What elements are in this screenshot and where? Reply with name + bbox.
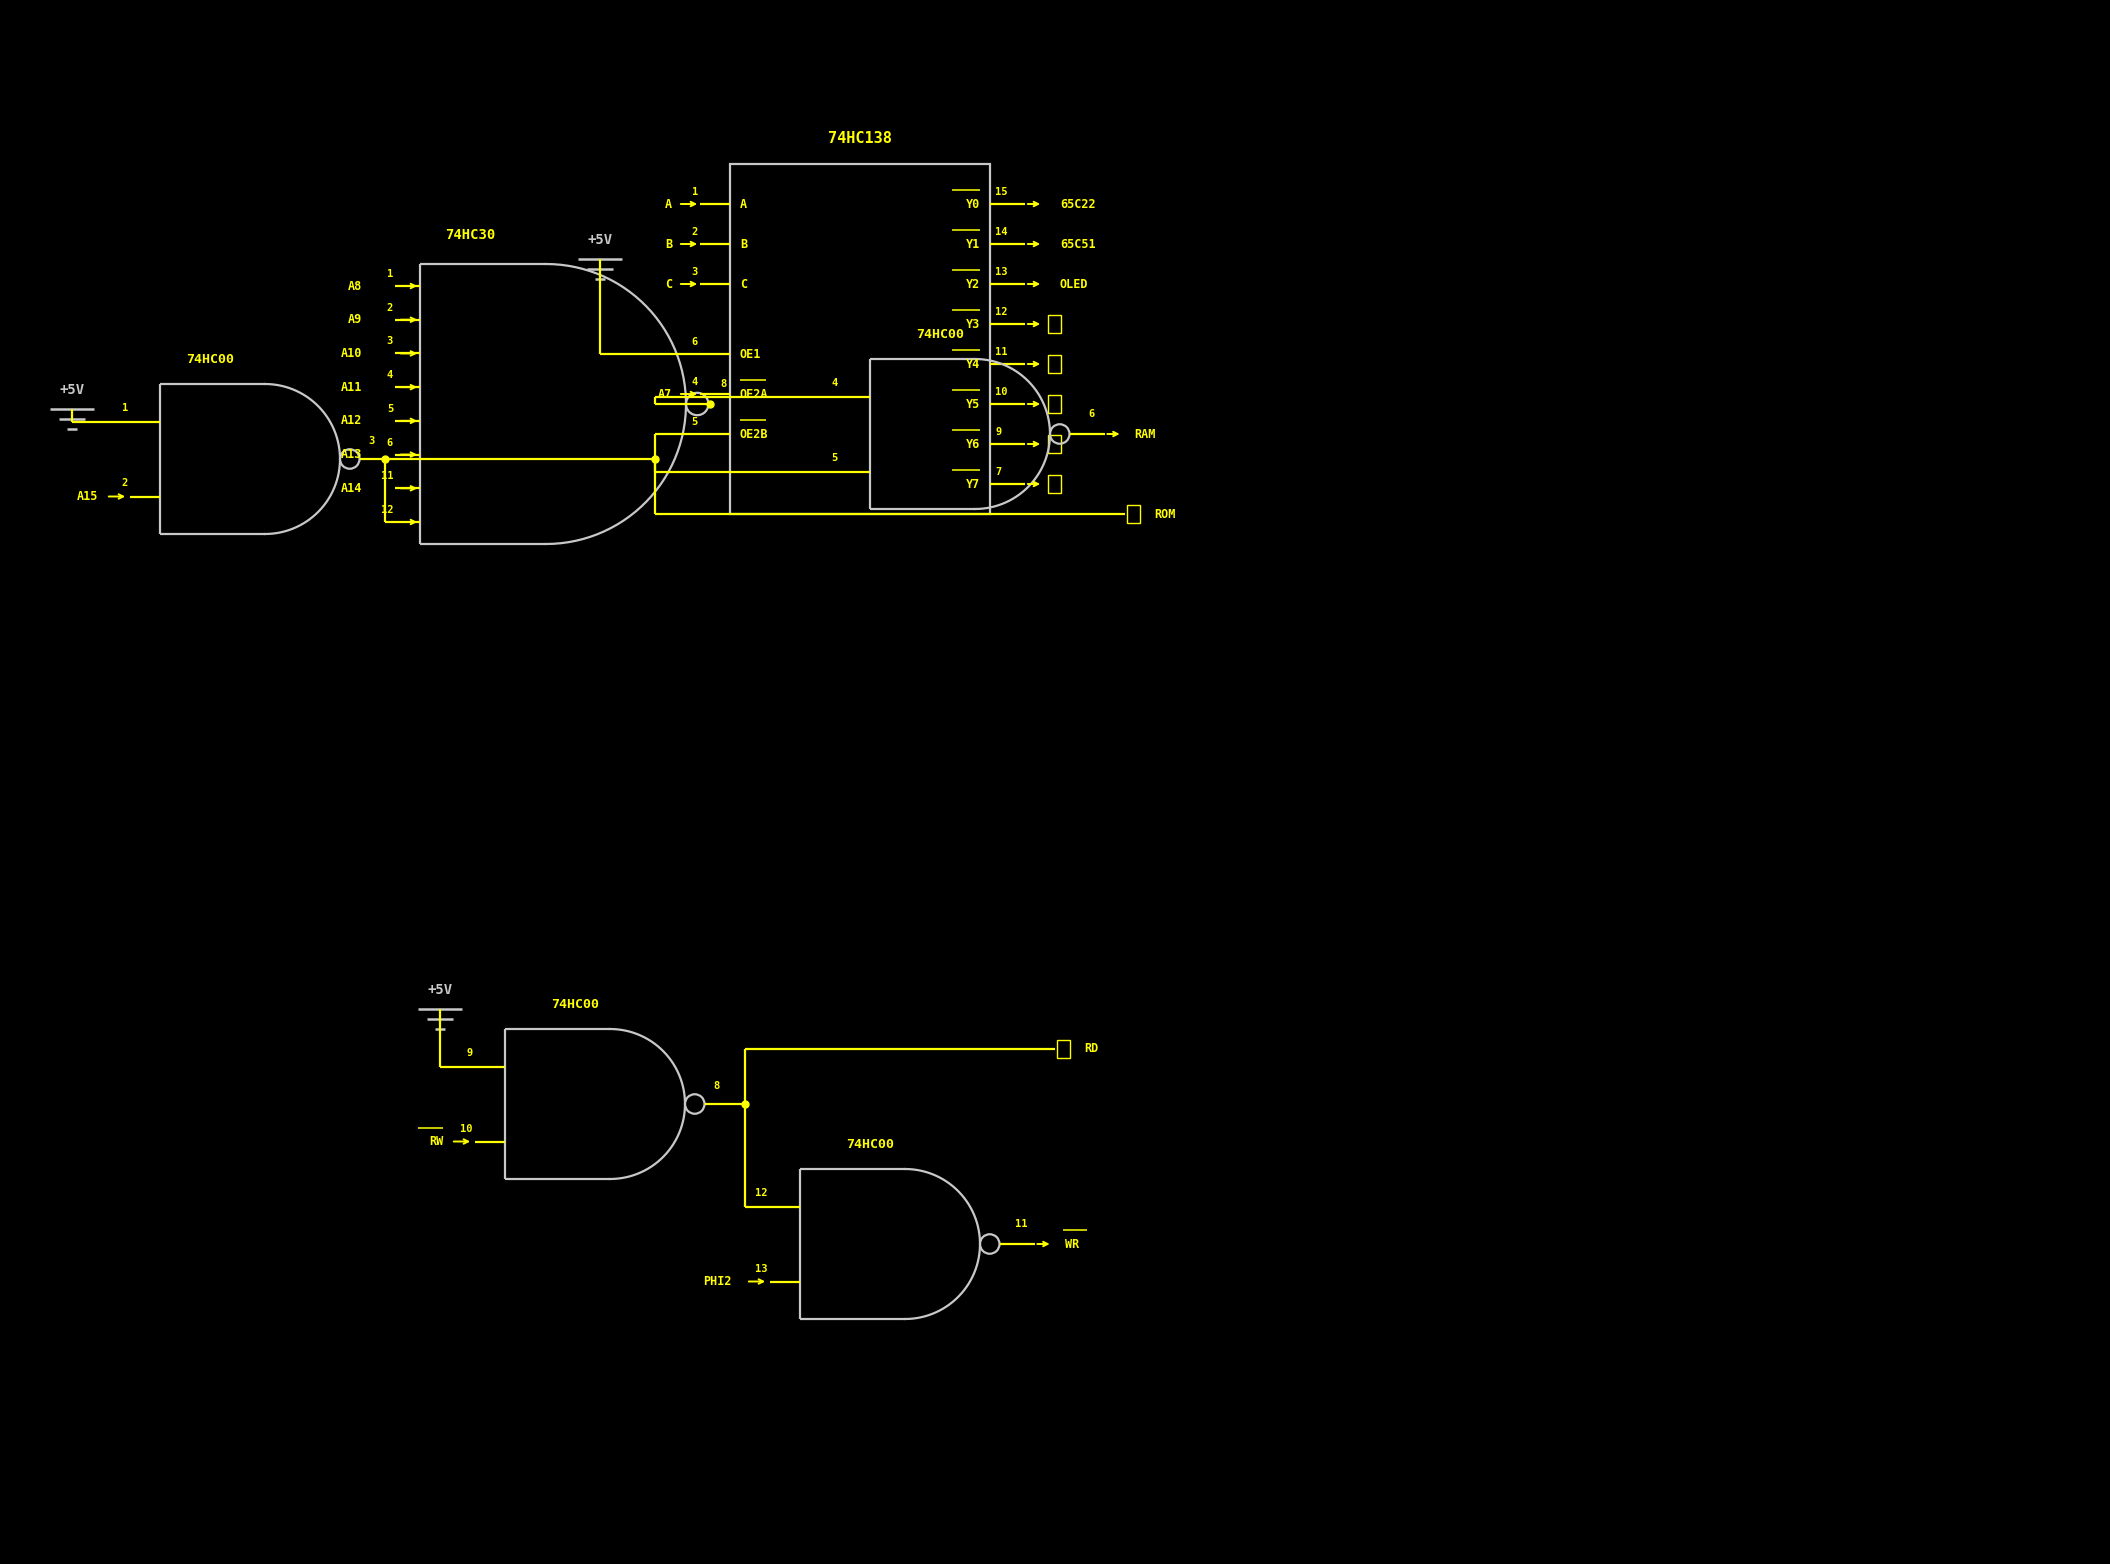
Text: 74HC138: 74HC138 xyxy=(827,131,893,145)
Text: WR: WR xyxy=(1066,1237,1078,1251)
Text: Y6: Y6 xyxy=(966,438,979,450)
Text: 74HC30: 74HC30 xyxy=(445,228,496,242)
Text: 9: 9 xyxy=(466,1048,473,1059)
Text: 5: 5 xyxy=(831,454,838,463)
Text: 5: 5 xyxy=(692,418,698,427)
Text: A8: A8 xyxy=(348,280,363,292)
Text: 8: 8 xyxy=(720,378,726,389)
Text: B: B xyxy=(741,238,747,250)
Bar xyxy=(1127,505,1139,522)
Text: C: C xyxy=(665,277,671,291)
Text: A14: A14 xyxy=(340,482,363,494)
Text: B: B xyxy=(665,238,671,250)
Text: OLED: OLED xyxy=(1059,277,1089,291)
Text: 6: 6 xyxy=(386,438,392,447)
Text: 15: 15 xyxy=(996,188,1006,197)
Text: 74HC00: 74HC00 xyxy=(186,353,234,366)
Text: A10: A10 xyxy=(340,347,363,360)
Text: 74HC00: 74HC00 xyxy=(846,1139,895,1151)
Text: 10: 10 xyxy=(996,386,1006,397)
Text: 13: 13 xyxy=(996,267,1006,277)
Text: 4: 4 xyxy=(831,378,838,388)
Text: RD: RD xyxy=(1085,1043,1099,1056)
Text: 9: 9 xyxy=(996,427,1002,436)
Text: 13: 13 xyxy=(755,1264,768,1273)
Text: 12: 12 xyxy=(755,1189,768,1198)
Bar xyxy=(1049,475,1061,493)
Text: Y3: Y3 xyxy=(966,317,979,330)
Text: Y0: Y0 xyxy=(966,197,979,211)
Text: 65C51: 65C51 xyxy=(1059,238,1095,250)
Text: PHI2: PHI2 xyxy=(703,1275,732,1289)
Text: 11: 11 xyxy=(380,471,392,482)
Text: 14: 14 xyxy=(996,227,1006,238)
Text: 7: 7 xyxy=(996,468,1002,477)
Text: RAM: RAM xyxy=(1135,427,1156,441)
Text: 2: 2 xyxy=(122,479,129,488)
Text: 65C22: 65C22 xyxy=(1059,197,1095,211)
Bar xyxy=(1049,435,1061,454)
Text: RW: RW xyxy=(428,1135,443,1148)
Text: 11: 11 xyxy=(1015,1218,1028,1229)
Text: A12: A12 xyxy=(340,414,363,427)
Text: 4: 4 xyxy=(692,377,698,386)
Text: A7: A7 xyxy=(658,388,671,400)
Bar xyxy=(730,164,990,515)
Text: C: C xyxy=(741,277,747,291)
Text: +5V: +5V xyxy=(587,233,612,247)
Text: 1: 1 xyxy=(692,188,698,197)
Text: A: A xyxy=(741,197,747,211)
Text: 6: 6 xyxy=(1089,410,1095,419)
Text: Y4: Y4 xyxy=(966,358,979,371)
Bar xyxy=(1049,396,1061,413)
Text: Y7: Y7 xyxy=(966,477,979,491)
Text: 5: 5 xyxy=(386,404,392,414)
Text: 11: 11 xyxy=(996,347,1006,357)
Text: 4: 4 xyxy=(386,371,392,380)
Text: 1: 1 xyxy=(386,269,392,278)
Text: 12: 12 xyxy=(380,505,392,515)
Bar xyxy=(1049,314,1061,333)
Text: 10: 10 xyxy=(460,1123,473,1134)
Text: 3: 3 xyxy=(386,336,392,347)
Text: +5V: +5V xyxy=(428,984,452,996)
Text: Y1: Y1 xyxy=(966,238,979,250)
Text: A15: A15 xyxy=(76,490,97,504)
Bar xyxy=(1049,355,1061,372)
Text: OE2A: OE2A xyxy=(741,388,768,400)
Text: Y2: Y2 xyxy=(966,277,979,291)
Text: A: A xyxy=(665,197,671,211)
Text: A11: A11 xyxy=(340,380,363,394)
Text: 3: 3 xyxy=(692,267,698,277)
Text: +5V: +5V xyxy=(59,383,84,397)
Text: ROM: ROM xyxy=(1154,507,1175,521)
Text: 3: 3 xyxy=(369,436,376,446)
Text: A9: A9 xyxy=(348,313,363,327)
Text: 1: 1 xyxy=(122,404,129,413)
Text: Y5: Y5 xyxy=(966,397,979,410)
Text: 8: 8 xyxy=(713,1081,720,1092)
Text: OE2B: OE2B xyxy=(741,427,768,441)
Bar xyxy=(1057,1040,1070,1057)
Text: A13: A13 xyxy=(340,447,363,461)
Text: 74HC00: 74HC00 xyxy=(551,998,599,1010)
Text: OE1: OE1 xyxy=(741,347,762,360)
Text: 6: 6 xyxy=(692,336,698,347)
Text: 2: 2 xyxy=(692,227,698,238)
Text: 74HC00: 74HC00 xyxy=(916,328,964,341)
Text: 12: 12 xyxy=(996,307,1006,317)
Text: 2: 2 xyxy=(386,303,392,313)
